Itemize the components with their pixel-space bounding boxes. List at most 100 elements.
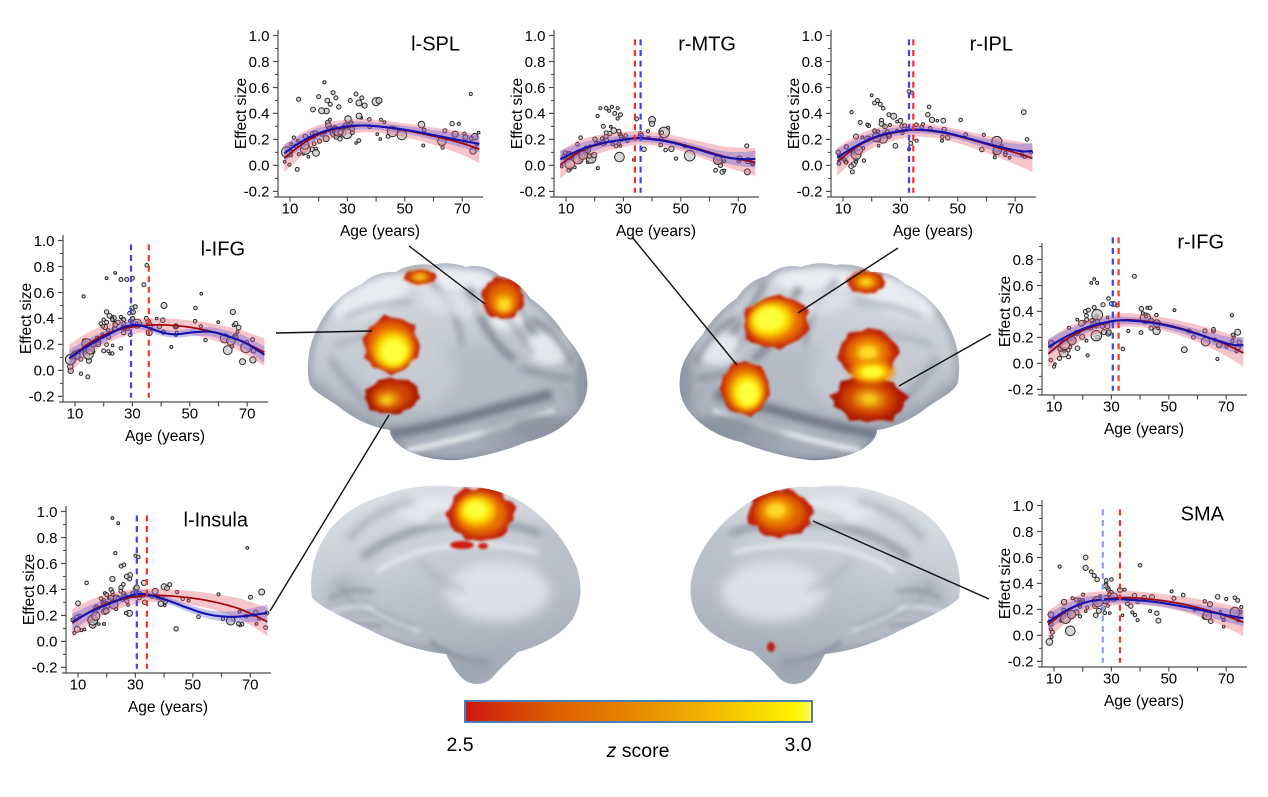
svg-text:Effect size: Effect size — [509, 78, 526, 149]
svg-text:0.4: 0.4 — [525, 106, 546, 123]
svg-text:0.8: 0.8 — [34, 259, 55, 276]
svg-text:0.2: 0.2 — [37, 608, 58, 625]
svg-text:10: 10 — [835, 201, 852, 218]
svg-text:Age (years): Age (years) — [1104, 693, 1184, 710]
svg-text:30: 30 — [892, 201, 909, 218]
svg-text:Effect size: Effect size — [233, 78, 250, 149]
svg-text:70: 70 — [730, 201, 747, 218]
svg-text:0.8: 0.8 — [525, 54, 546, 71]
svg-text:50: 50 — [1160, 399, 1177, 416]
svg-text:Age (years): Age (years) — [340, 223, 420, 240]
svg-text:Age (years): Age (years) — [616, 223, 696, 240]
svg-text:-0.2: -0.2 — [520, 184, 546, 201]
svg-text:50: 50 — [1160, 671, 1177, 688]
svg-text:10: 10 — [1046, 399, 1063, 416]
svg-text:0.0: 0.0 — [525, 158, 546, 175]
svg-text:0.4: 0.4 — [1013, 576, 1034, 593]
svg-text:30: 30 — [1103, 399, 1120, 416]
svg-text:50: 50 — [396, 201, 413, 218]
svg-text:0.8: 0.8 — [1013, 252, 1034, 269]
svg-text:0.6: 0.6 — [1013, 278, 1034, 295]
svg-text:0.0: 0.0 — [37, 634, 58, 651]
svg-text:0.0: 0.0 — [1013, 356, 1034, 373]
svg-text:Effect size: Effect size — [18, 283, 35, 354]
svg-text:-0.2: -0.2 — [29, 389, 55, 406]
svg-text:1.0: 1.0 — [34, 233, 55, 250]
svg-text:z score: z score — [606, 740, 670, 762]
svg-text:30: 30 — [339, 201, 356, 218]
svg-text:70: 70 — [1218, 671, 1235, 688]
svg-text:r-IFG: r-IFG — [1177, 232, 1224, 254]
svg-text:0.4: 0.4 — [37, 582, 58, 599]
svg-text:0.0: 0.0 — [34, 363, 55, 380]
svg-text:2.5: 2.5 — [446, 734, 473, 756]
svg-text:-0.2: -0.2 — [1008, 654, 1034, 671]
svg-text:0.2: 0.2 — [802, 132, 823, 149]
svg-text:SMA: SMA — [1181, 504, 1225, 526]
svg-text:r-MTG: r-MTG — [678, 34, 736, 56]
svg-text:1.0: 1.0 — [1013, 498, 1034, 515]
svg-text:0.8: 0.8 — [37, 530, 58, 547]
svg-text:-0.2: -0.2 — [244, 184, 270, 201]
svg-text:0.4: 0.4 — [249, 106, 270, 123]
svg-text:r-IPL: r-IPL — [970, 34, 1013, 56]
svg-text:30: 30 — [615, 201, 632, 218]
svg-text:1.0: 1.0 — [802, 28, 823, 45]
svg-text:-0.2: -0.2 — [1008, 382, 1034, 399]
svg-text:30: 30 — [127, 677, 144, 694]
svg-text:l-IFG: l-IFG — [201, 239, 245, 261]
svg-text:0.6: 0.6 — [802, 80, 823, 97]
svg-text:0.8: 0.8 — [249, 54, 270, 71]
svg-text:Effect size: Effect size — [21, 554, 38, 625]
svg-text:10: 10 — [67, 406, 84, 423]
svg-text:70: 70 — [1007, 201, 1024, 218]
svg-text:0.6: 0.6 — [34, 285, 55, 302]
svg-text:30: 30 — [1103, 671, 1120, 688]
svg-text:-0.2: -0.2 — [797, 184, 823, 201]
svg-text:30: 30 — [124, 406, 141, 423]
svg-text:50: 50 — [949, 201, 966, 218]
svg-text:0.6: 0.6 — [37, 556, 58, 573]
svg-text:0.6: 0.6 — [1013, 550, 1034, 567]
svg-text:10: 10 — [282, 201, 299, 218]
svg-text:70: 70 — [1218, 399, 1235, 416]
svg-text:0.2: 0.2 — [1013, 602, 1034, 619]
svg-text:Age (years): Age (years) — [1104, 421, 1184, 438]
svg-text:0.6: 0.6 — [525, 80, 546, 97]
svg-text:0.4: 0.4 — [34, 311, 55, 328]
svg-text:0.8: 0.8 — [1013, 524, 1034, 541]
svg-text:0.0: 0.0 — [249, 158, 270, 175]
svg-text:1.0: 1.0 — [525, 28, 546, 45]
svg-text:70: 70 — [239, 406, 256, 423]
svg-text:1.0: 1.0 — [249, 28, 270, 45]
svg-text:Age (years): Age (years) — [125, 428, 205, 445]
svg-text:10: 10 — [558, 201, 575, 218]
svg-text:0.2: 0.2 — [525, 132, 546, 149]
svg-text:70: 70 — [242, 677, 259, 694]
svg-text:10: 10 — [1046, 671, 1063, 688]
svg-text:0.2: 0.2 — [34, 337, 55, 354]
svg-text:l-SPL: l-SPL — [411, 34, 460, 56]
svg-text:50: 50 — [184, 677, 201, 694]
svg-text:0.0: 0.0 — [802, 158, 823, 175]
svg-text:10: 10 — [70, 677, 87, 694]
svg-text:0.4: 0.4 — [1013, 304, 1034, 321]
svg-text:Age (years): Age (years) — [128, 699, 208, 716]
svg-text:0.0: 0.0 — [1013, 628, 1034, 645]
svg-text:Effect size: Effect size — [997, 276, 1014, 347]
svg-text:0.4: 0.4 — [802, 106, 823, 123]
svg-text:0.2: 0.2 — [1013, 330, 1034, 347]
svg-text:Age (years): Age (years) — [893, 223, 973, 240]
svg-text:50: 50 — [672, 201, 689, 218]
svg-text:0.6: 0.6 — [249, 80, 270, 97]
svg-text:l-Insula: l-Insula — [184, 510, 249, 532]
svg-text:Effect size: Effect size — [997, 548, 1014, 619]
svg-text:-0.2: -0.2 — [32, 660, 58, 677]
svg-text:50: 50 — [181, 406, 198, 423]
svg-text:1.0: 1.0 — [37, 504, 58, 521]
svg-text:70: 70 — [454, 201, 471, 218]
svg-text:3.0: 3.0 — [784, 734, 811, 756]
svg-text:0.8: 0.8 — [802, 54, 823, 71]
svg-text:Effect size: Effect size — [786, 78, 803, 149]
svg-text:0.2: 0.2 — [249, 132, 270, 149]
